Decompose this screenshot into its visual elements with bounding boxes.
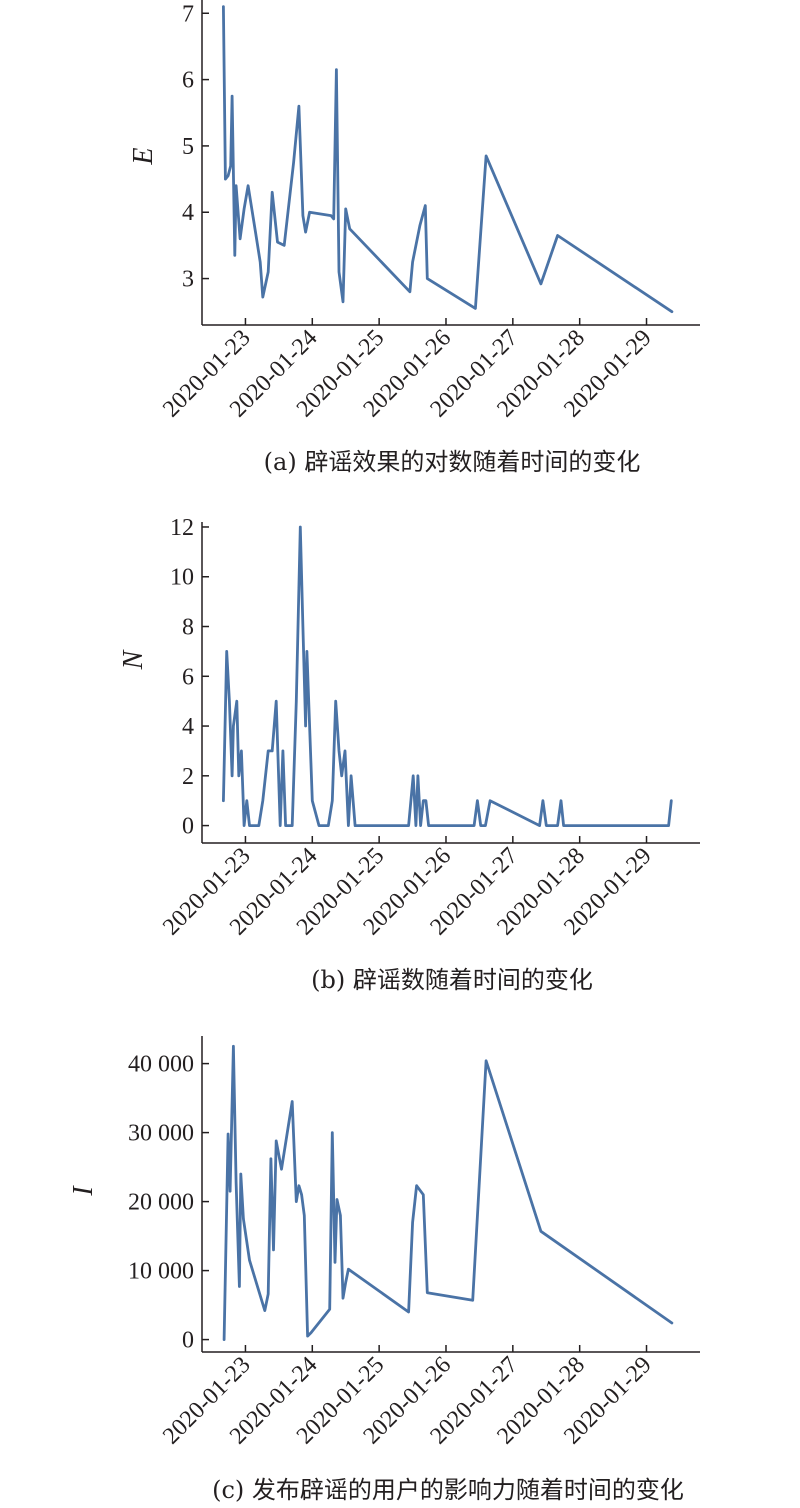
chart-panel-a: (a) 辟谣效果的对数随着时间的变化 345672020-01-232020-0…	[128, 0, 700, 476]
y-axis-label: N	[118, 649, 149, 670]
series-line	[222, 1044, 674, 1341]
y-tick-label: 40 000	[128, 1052, 194, 1078]
chart-panel-b: (b) 辟谣数随着时间的变化 0246810122020-01-232020-0…	[118, 515, 700, 994]
y-tick-label: 10 000	[128, 1259, 194, 1285]
y-tick-label: 4	[182, 200, 194, 226]
y-tick-label: 10	[170, 565, 194, 591]
y-tick-label: 7	[182, 1, 194, 27]
y-tick-label: 5	[182, 134, 194, 160]
y-tick-label: 6	[182, 68, 194, 94]
y-axis-label: E	[128, 147, 159, 165]
series-line	[221, 5, 674, 314]
series-line	[221, 525, 673, 827]
caption: (b) 辟谣数随着时间的变化	[311, 966, 593, 994]
y-tick-label: 0	[182, 814, 194, 840]
y-tick-label: 30 000	[128, 1121, 194, 1147]
caption: (a) 辟谣效果的对数随着时间的变化	[264, 448, 641, 476]
y-tick-label: 3	[182, 267, 194, 293]
y-tick-label: 0	[182, 1328, 194, 1354]
y-tick-label: 4	[182, 714, 194, 740]
y-tick-label: 20 000	[128, 1190, 194, 1216]
y-tick-label: 12	[170, 515, 194, 541]
caption: (c) 发布辟谣的用户的影响力随着时间的变化	[212, 1476, 684, 1504]
y-axis-label: I	[68, 1185, 99, 1197]
y-tick-label: 6	[182, 664, 194, 690]
y-tick-label: 8	[182, 615, 194, 641]
y-tick-label: 2	[182, 764, 194, 790]
chart-panel-c: (c) 发布辟谣的用户的影响力随着时间的变化 0 10 000 20 000 30 0…	[68, 1036, 700, 1504]
